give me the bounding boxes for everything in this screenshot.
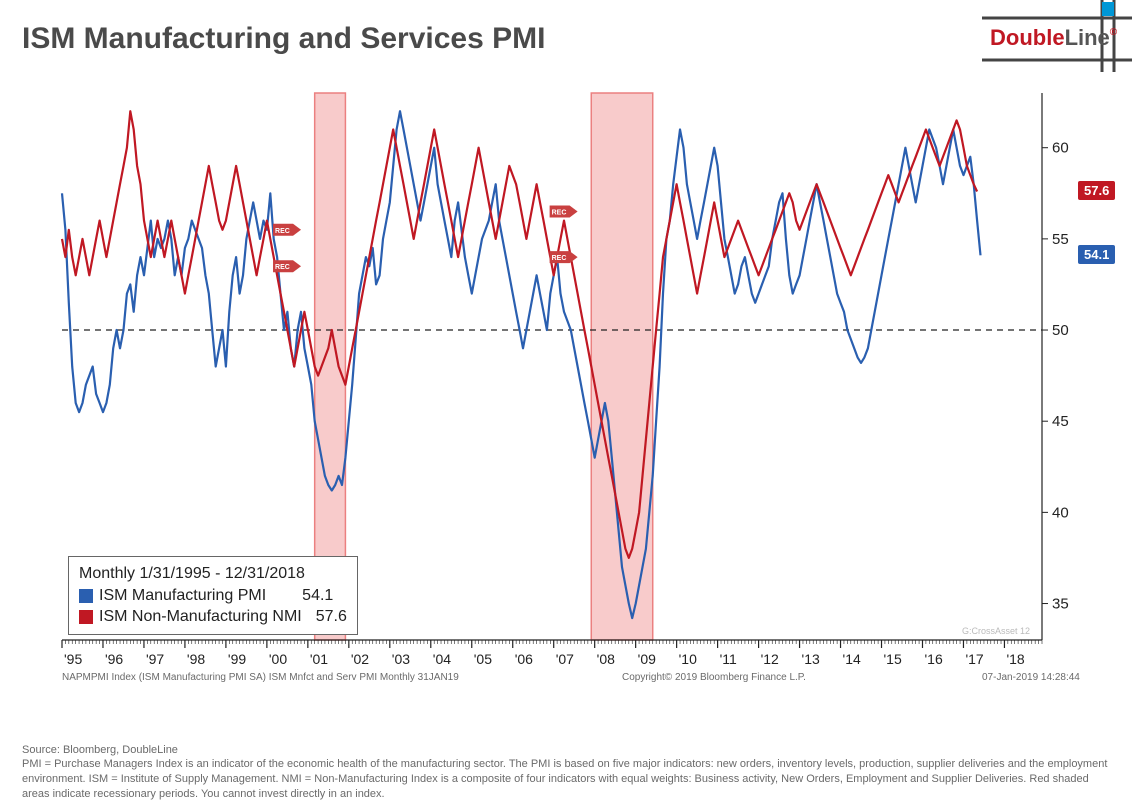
chart-legend: Monthly 1/31/1995 - 12/31/2018 ISM Manuf… xyxy=(68,556,358,635)
footnote: PMI = Purchase Managers Index is an indi… xyxy=(22,757,1116,802)
svg-text:'12: '12 xyxy=(761,651,779,667)
series-end-badge: 57.6 xyxy=(1078,181,1115,200)
svg-text:'16: '16 xyxy=(924,651,942,667)
legend-swatch xyxy=(79,589,93,603)
svg-text:'03: '03 xyxy=(392,651,410,667)
svg-text:50: 50 xyxy=(1052,322,1069,339)
series-end-badge: 54.1 xyxy=(1078,245,1115,264)
svg-text:Copyright© 2019 Bloomberg Fina: Copyright© 2019 Bloomberg Finance L.P. xyxy=(622,672,806,683)
svg-text:'01: '01 xyxy=(310,651,328,667)
svg-text:NAPMPMI Index (ISM Manufacturi: NAPMPMI Index (ISM Manufacturing PMI SA)… xyxy=(62,672,459,683)
svg-text:07-Jan-2019 14:28:44: 07-Jan-2019 14:28:44 xyxy=(982,672,1080,683)
svg-text:'14: '14 xyxy=(843,651,861,667)
svg-text:'10: '10 xyxy=(679,651,697,667)
svg-text:35: 35 xyxy=(1052,596,1069,613)
legend-value: 54.1 xyxy=(302,585,333,607)
svg-text:'13: '13 xyxy=(802,651,820,667)
svg-text:'98: '98 xyxy=(187,651,205,667)
svg-text:'15: '15 xyxy=(884,651,902,667)
svg-text:REC: REC xyxy=(552,255,567,262)
legend-row: ISM Non-Manufacturing NMI 57.6 xyxy=(79,606,347,628)
svg-text:40: 40 xyxy=(1052,504,1069,521)
svg-text:45: 45 xyxy=(1052,413,1069,430)
svg-text:'97: '97 xyxy=(146,651,164,667)
svg-text:'11: '11 xyxy=(720,651,737,667)
svg-text:'02: '02 xyxy=(351,651,369,667)
doubleline-logo: DoubleLine® xyxy=(982,0,1132,72)
svg-text:'95: '95 xyxy=(64,651,82,667)
legend-title: Monthly 1/31/1995 - 12/31/2018 xyxy=(79,563,347,585)
svg-text:'00: '00 xyxy=(269,651,287,667)
svg-text:'17: '17 xyxy=(965,651,983,667)
svg-text:'06: '06 xyxy=(515,651,533,667)
svg-text:60: 60 xyxy=(1052,140,1069,157)
svg-text:'08: '08 xyxy=(597,651,615,667)
svg-text:REC: REC xyxy=(275,264,290,271)
svg-text:'09: '09 xyxy=(638,651,656,667)
svg-text:55: 55 xyxy=(1052,231,1069,248)
pmi-chart: 35 40 45 50 55 60 '95 '96 '97 '98 '99 '00 '01 '02 '03 '… xyxy=(22,85,1116,705)
source-line: Source: Bloomberg, DoubleLine xyxy=(22,743,1116,758)
svg-text:REC: REC xyxy=(552,210,567,217)
svg-text:'99: '99 xyxy=(228,651,246,667)
legend-value: 57.6 xyxy=(316,606,347,628)
footer-notes: Source: Bloomberg, DoubleLine PMI = Purc… xyxy=(22,743,1116,802)
svg-text:'05: '05 xyxy=(474,651,492,667)
legend-label: ISM Manufacturing PMI xyxy=(99,585,266,607)
svg-text:G:CrossAsset 12: G:CrossAsset 12 xyxy=(962,626,1030,636)
legend-row: ISM Manufacturing PMI 54.1 xyxy=(79,585,347,607)
legend-swatch xyxy=(79,610,93,624)
svg-text:'04: '04 xyxy=(433,651,451,667)
legend-label: ISM Non-Manufacturing NMI xyxy=(99,606,302,628)
svg-text:DoubleLine®: DoubleLine® xyxy=(990,25,1118,50)
svg-text:'18: '18 xyxy=(1006,651,1024,667)
svg-text:'07: '07 xyxy=(556,651,574,667)
page-title: ISM Manufacturing and Services PMI xyxy=(22,22,545,56)
svg-text:'96: '96 xyxy=(105,651,123,667)
svg-text:REC: REC xyxy=(275,228,290,235)
